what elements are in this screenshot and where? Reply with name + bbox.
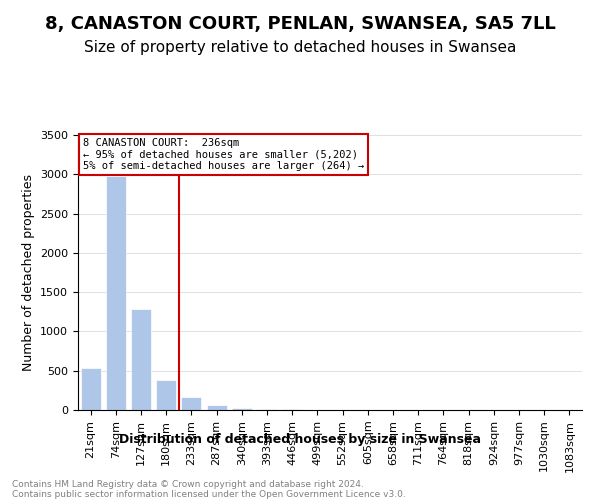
Bar — [257, 409, 277, 410]
Y-axis label: Number of detached properties: Number of detached properties — [22, 174, 35, 371]
Text: 8 CANASTON COURT:  236sqm
← 95% of detached houses are smaller (5,202)
5% of sem: 8 CANASTON COURT: 236sqm ← 95% of detach… — [83, 138, 364, 171]
Text: 8, CANASTON COURT, PENLAN, SWANSEA, SA5 7LL: 8, CANASTON COURT, PENLAN, SWANSEA, SA5 … — [44, 15, 556, 33]
Bar — [232, 408, 252, 410]
Text: Distribution of detached houses by size in Swansea: Distribution of detached houses by size … — [119, 432, 481, 446]
Bar — [80, 368, 101, 410]
Text: Size of property relative to detached houses in Swansea: Size of property relative to detached ho… — [84, 40, 516, 55]
Bar — [131, 310, 151, 410]
Text: Contains HM Land Registry data © Crown copyright and database right 2024.
Contai: Contains HM Land Registry data © Crown c… — [12, 480, 406, 500]
Bar — [156, 380, 176, 410]
Bar — [106, 176, 126, 410]
Bar — [206, 406, 227, 410]
Bar — [181, 398, 202, 410]
